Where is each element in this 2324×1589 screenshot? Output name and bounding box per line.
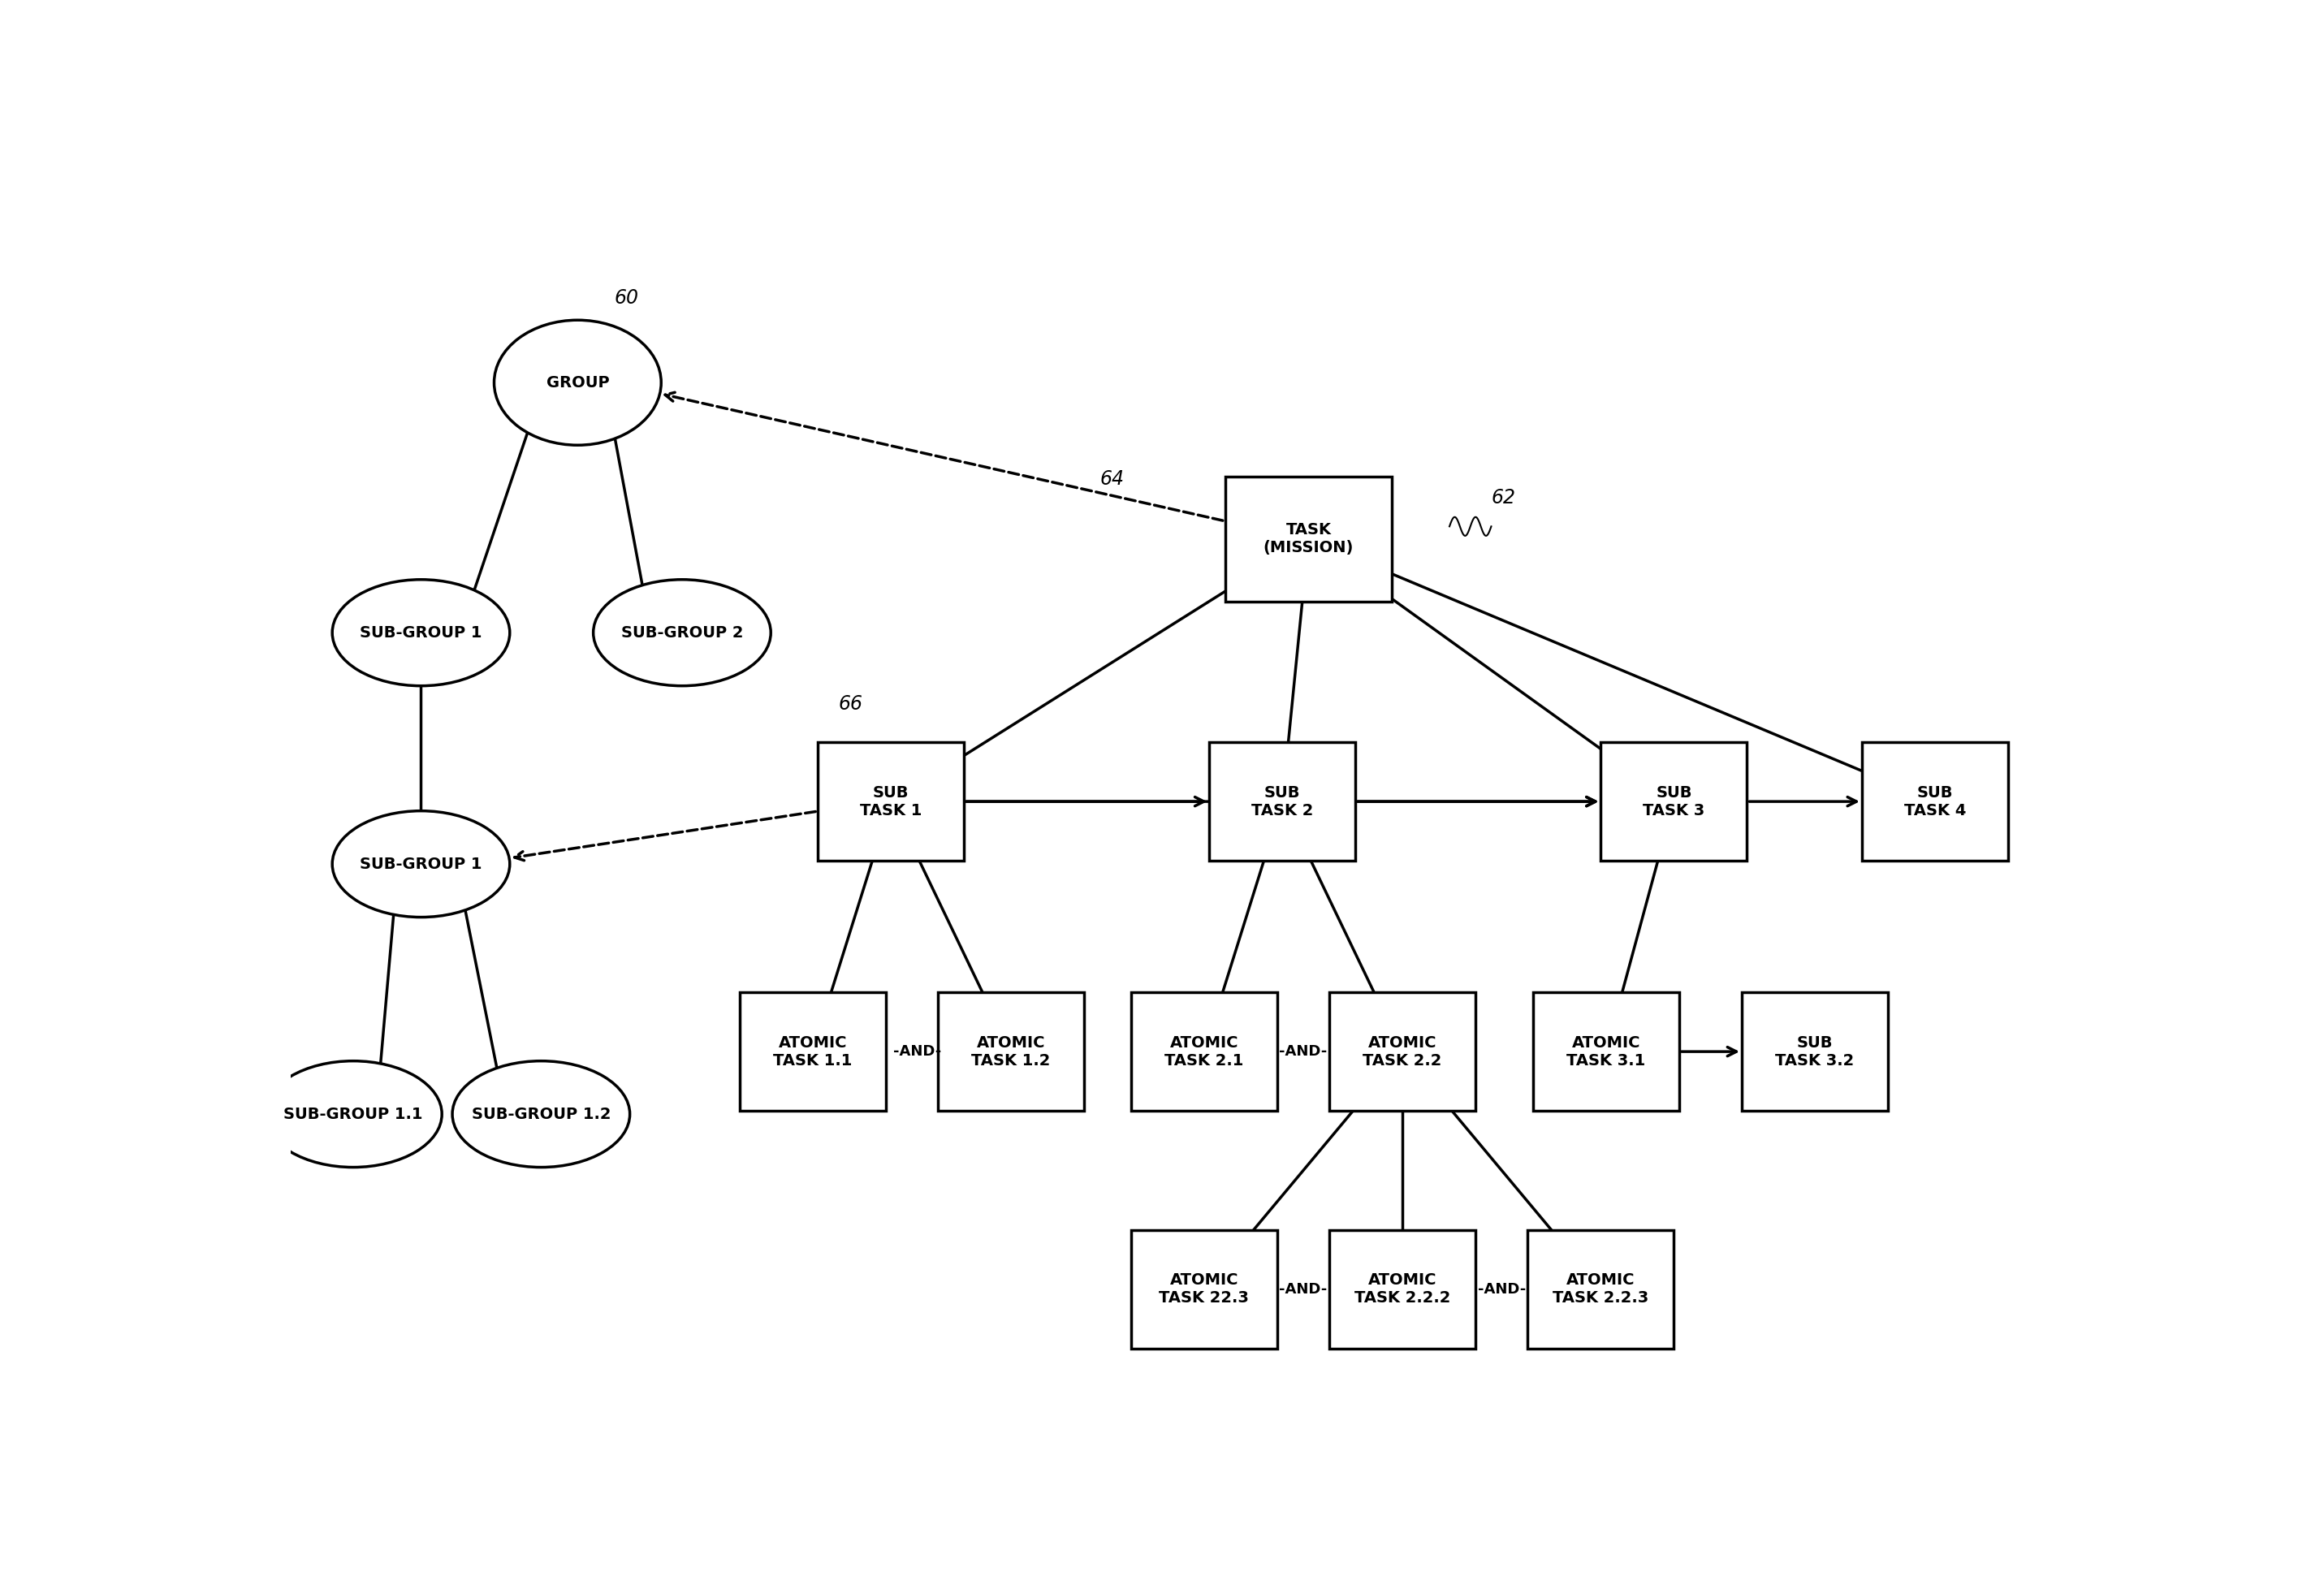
Text: ATOMIC
TASK 22.3: ATOMIC TASK 22.3 (1160, 1273, 1248, 1306)
Bar (1132, 992, 1278, 1111)
Bar (1527, 1230, 1673, 1349)
Text: -AND-: -AND- (1278, 1282, 1327, 1297)
Ellipse shape (495, 319, 660, 445)
Text: ATOMIC
TASK 2.2.2: ATOMIC TASK 2.2.2 (1355, 1273, 1450, 1306)
Text: -AND-: -AND- (1478, 1282, 1527, 1297)
Ellipse shape (332, 810, 509, 917)
Text: ATOMIC
TASK 2.2.3: ATOMIC TASK 2.2.3 (1552, 1273, 1648, 1306)
Text: ATOMIC
TASK 2.2: ATOMIC TASK 2.2 (1362, 1034, 1441, 1068)
Text: ATOMIC
TASK 1.2: ATOMIC TASK 1.2 (971, 1034, 1050, 1068)
Text: -AND-: -AND- (892, 1044, 941, 1058)
Ellipse shape (265, 1061, 442, 1168)
Text: SUB-GROUP 2: SUB-GROUP 2 (621, 624, 744, 640)
Text: 64: 64 (1099, 469, 1125, 489)
Text: GROUP: GROUP (546, 375, 609, 391)
Text: ATOMIC
TASK 3.1: ATOMIC TASK 3.1 (1566, 1034, 1645, 1068)
Bar (1741, 992, 1887, 1111)
Ellipse shape (453, 1061, 630, 1168)
Bar (1601, 742, 1748, 861)
Text: -AND-: -AND- (1278, 1044, 1327, 1058)
Text: SUB-GROUP 1: SUB-GROUP 1 (360, 856, 481, 872)
Text: TASK
(MISSION): TASK (MISSION) (1264, 523, 1355, 556)
Bar (818, 742, 964, 861)
Text: SUB-GROUP 1: SUB-GROUP 1 (360, 624, 481, 640)
Bar (739, 992, 885, 1111)
Bar (939, 992, 1083, 1111)
Bar (1329, 992, 1476, 1111)
Ellipse shape (332, 580, 509, 686)
Bar (1132, 1230, 1278, 1349)
Text: SUB-GROUP 1.2: SUB-GROUP 1.2 (472, 1106, 611, 1122)
Bar (1225, 477, 1392, 602)
Text: 66: 66 (839, 694, 862, 713)
Text: SUB-GROUP 1.1: SUB-GROUP 1.1 (284, 1106, 423, 1122)
Text: ATOMIC
TASK 2.1: ATOMIC TASK 2.1 (1164, 1034, 1243, 1068)
Bar (1208, 742, 1355, 861)
Ellipse shape (593, 580, 772, 686)
Text: 60: 60 (614, 288, 639, 308)
Bar (1862, 742, 2008, 861)
Text: SUB
TASK 2: SUB TASK 2 (1250, 785, 1313, 818)
Text: SUB
TASK 3.2: SUB TASK 3.2 (1776, 1034, 1855, 1068)
Bar (1329, 1230, 1476, 1349)
Text: 62: 62 (1492, 488, 1515, 507)
Text: SUB
TASK 3: SUB TASK 3 (1643, 785, 1706, 818)
Bar (1534, 992, 1680, 1111)
Text: SUB
TASK 4: SUB TASK 4 (1903, 785, 1966, 818)
Text: ATOMIC
TASK 1.1: ATOMIC TASK 1.1 (774, 1034, 853, 1068)
Text: SUB
TASK 1: SUB TASK 1 (860, 785, 923, 818)
